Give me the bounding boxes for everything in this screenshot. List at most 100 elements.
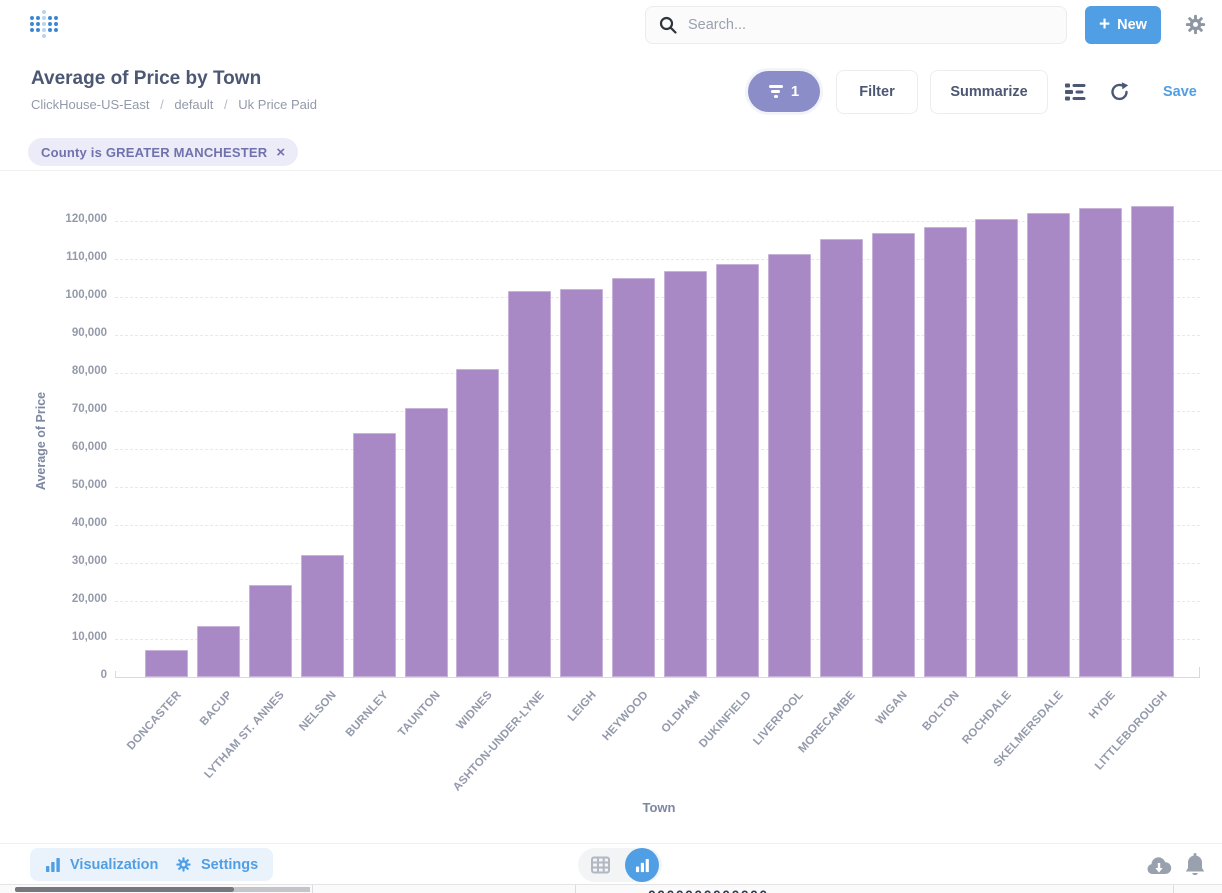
breadcrumb-table[interactable]: Uk Price Paid: [238, 97, 318, 112]
bar[interactable]: [923, 227, 967, 677]
filter-chip-label: County is GREATER MANCHESTER: [41, 144, 268, 160]
bar[interactable]: [975, 219, 1019, 677]
gridline: [115, 563, 1200, 564]
gridline: [115, 639, 1200, 640]
y-tick-label: 40,000: [71, 517, 107, 529]
bar[interactable]: [1027, 213, 1071, 677]
breadcrumb-database[interactable]: ClickHouse-US-East: [31, 97, 150, 112]
gridline: [115, 259, 1200, 260]
x-tick-label: TAUNTON: [396, 689, 443, 740]
gear-icon: [176, 857, 191, 872]
bar[interactable]: [145, 650, 188, 677]
bar-chart-icon: [635, 858, 649, 872]
scrollbar-segment: [234, 887, 310, 892]
filter-count: 1: [790, 83, 800, 100]
search-input[interactable]: [688, 17, 1054, 33]
visualization-label: Visualization: [70, 856, 159, 873]
x-tick-label: ASHTON-UNDER-LYNE: [450, 689, 547, 794]
gridline: [115, 411, 1200, 412]
breadcrumb-separator: /: [224, 97, 228, 112]
x-tick-label: WIDNES: [454, 689, 495, 733]
x-tick-label: BACUP: [198, 689, 236, 729]
gridline: [115, 335, 1200, 336]
bar[interactable]: [352, 433, 396, 677]
notifications-bell-icon[interactable]: [1184, 852, 1206, 878]
x-tick-label: BURNLEY: [343, 689, 392, 740]
horizontal-scrollbar-thumb[interactable]: [15, 887, 234, 892]
bar[interactable]: [819, 239, 863, 677]
download-results-icon[interactable]: [1145, 854, 1173, 878]
bar[interactable]: [456, 369, 500, 677]
bar[interactable]: [300, 555, 344, 677]
bar[interactable]: [612, 278, 656, 677]
table-view-icon[interactable]: [591, 856, 610, 874]
bar[interactable]: [767, 254, 811, 677]
bar[interactable]: [508, 291, 552, 677]
y-tick-label: 50,000: [71, 479, 107, 491]
x-tick-label: LEIGH: [565, 689, 599, 724]
search-bar[interactable]: [645, 6, 1067, 44]
gridline: [115, 487, 1200, 488]
applied-filters-row: County is GREATER MANCHESTER ×: [0, 131, 1222, 171]
chart-view-toggle-active[interactable]: [625, 848, 659, 882]
app-logo[interactable]: [29, 9, 59, 39]
gridline: [115, 297, 1200, 298]
top-header: + New: [0, 0, 1222, 50]
notebook-editor-icon[interactable]: [1064, 81, 1087, 103]
visualization-button[interactable]: Visualization: [30, 848, 174, 881]
y-tick-label: 0: [100, 669, 107, 681]
x-tick-label: WIGAN: [873, 689, 911, 728]
refresh-icon[interactable]: [1109, 81, 1131, 103]
gridline: [115, 449, 1200, 450]
search-icon: [659, 16, 677, 34]
bar[interactable]: [1131, 206, 1175, 677]
axis-tick-right: [1199, 667, 1200, 677]
bar[interactable]: [560, 289, 604, 677]
y-tick-label: 100,000: [65, 289, 107, 301]
cell-border: [1173, 885, 1174, 893]
chart-settings-button[interactable]: Settings: [160, 848, 274, 881]
x-tick-label: HEYWOOD: [600, 689, 651, 744]
gridline: [115, 601, 1200, 602]
x-tick-label: LITTLEBOROUGH: [1092, 689, 1170, 773]
remove-filter-icon[interactable]: ×: [276, 143, 286, 161]
bar[interactable]: [715, 264, 759, 677]
plus-icon: +: [1099, 13, 1111, 35]
save-button[interactable]: Save: [1163, 84, 1197, 100]
filter-chip-county[interactable]: County is GREATER MANCHESTER ×: [28, 138, 299, 166]
bar[interactable]: [664, 271, 707, 677]
x-tick-label: DUKINFIELD: [697, 689, 755, 751]
bar[interactable]: [196, 626, 240, 677]
clipped-cell-value: 0000000000000: [648, 886, 769, 893]
x-tick-label: LYTHAM ST. ANNES: [202, 689, 288, 781]
cell-border: [312, 885, 313, 893]
x-tick-label: MORECAMBE: [796, 689, 859, 756]
bar-chart: Average of Price Town 0 10,000 20,000 30,00…: [0, 171, 1222, 843]
y-tick-label: 90,000: [71, 327, 107, 339]
page-title: Average of Price by Town: [31, 68, 262, 89]
x-tick-label: DONCASTER: [124, 689, 184, 753]
x-tick-label: ROCHDALE: [960, 689, 1014, 747]
y-tick-label: 10,000: [71, 631, 107, 643]
x-axis-line: [115, 677, 1200, 678]
x-tick-label: OLDHAM: [658, 689, 703, 736]
bar[interactable]: [404, 408, 448, 677]
bar[interactable]: [1079, 208, 1123, 677]
new-button[interactable]: + New: [1085, 6, 1161, 44]
x-tick-label: HYDE: [1086, 689, 1118, 722]
x-tick-label: BOLTON: [920, 689, 962, 734]
gridline: [115, 221, 1200, 222]
summarize-button[interactable]: Summarize: [930, 70, 1048, 114]
filter-count-pill[interactable]: 1: [748, 71, 820, 112]
breadcrumb-schema[interactable]: default: [174, 97, 214, 112]
bar[interactable]: [248, 585, 292, 677]
filter-button[interactable]: Filter: [836, 70, 918, 114]
clipped-table-row: 0000000000000: [0, 884, 1222, 893]
x-tick-label: SKELMERSDALE: [991, 689, 1066, 770]
y-tick-label: 120,000: [65, 213, 107, 225]
gridline: [115, 525, 1200, 526]
x-tick-label: LIVERPOOL: [751, 689, 807, 748]
y-tick-label: 80,000: [71, 365, 107, 377]
bar[interactable]: [871, 233, 915, 677]
settings-gear-icon[interactable]: [1184, 13, 1207, 36]
